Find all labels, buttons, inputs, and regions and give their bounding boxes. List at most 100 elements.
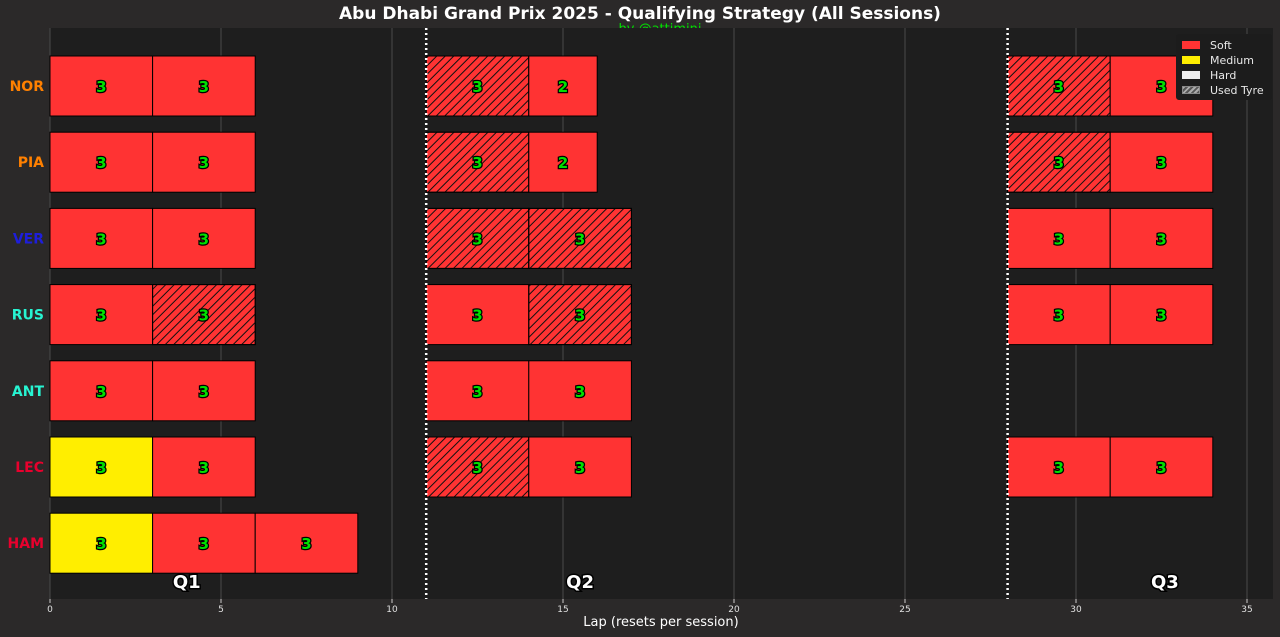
stint-label-rus-3: 3 [575,307,585,325]
session-label-q1: Q1 [173,572,201,593]
stint-label-ham-0: 3 [96,535,106,553]
stint-label-pia-3: 2 [558,154,568,172]
stint-label-ver-0: 3 [96,230,106,248]
stint-label-rus-1: 3 [199,307,209,325]
legend-item-medium: Medium [1182,53,1254,67]
stint-label-pia-4: 3 [1054,154,1064,172]
stint-bar-nor-0 [49,55,154,117]
stint-label-nor-3: 2 [558,78,568,96]
stint-label-lec-4: 3 [1054,459,1064,477]
legend-label-hard: Hard [1210,68,1237,82]
stint-used-hatch-ver-2 [425,207,530,269]
y-tick-label-ham: HAM [8,536,44,552]
stint-bar-pia-3 [528,131,598,193]
stint-bar-nor-3 [528,55,598,117]
stint-bar-ver-5 [1109,207,1214,269]
chart-title: Abu Dhabi Grand Prix 2025 - Qualifying S… [339,4,941,24]
stint-used-hatch-rus-1 [152,284,256,346]
stint-used-hatch-nor-4 [1007,55,1111,117]
stint-label-nor-0: 3 [96,78,106,96]
x-tick-label-10: 10 [386,605,398,615]
stint-label-nor-2: 3 [472,78,482,96]
legend-label-used-tyre: Used Tyre [1210,83,1264,97]
stint-label-ham-2: 3 [301,535,311,553]
stint-bar-rus-2 [425,284,530,346]
legend: Soft Medium Hard Used Tyre [1176,34,1272,100]
stint-label-ver-5: 3 [1156,230,1166,248]
stint-label-ant-1: 3 [199,383,209,401]
stint-bar-lec-0 [49,436,154,498]
x-tick-label-30: 30 [1070,605,1082,615]
y-tick-label-pia: PIA [18,155,44,171]
stint-bar-rus-4 [1007,284,1111,346]
stint-bar-lec-4 [1007,436,1111,498]
stint-bar-ant-1 [152,360,256,422]
stint-used-hatch-pia-2 [425,131,530,193]
stint-label-pia-5: 3 [1156,154,1166,172]
session-label-q2: Q2 [566,572,594,593]
stint-label-ver-3: 3 [575,230,585,248]
stint-bar-lec-5 [1109,436,1214,498]
stint-label-ver-4: 3 [1054,230,1064,248]
stint-bar-ham-2 [254,512,359,574]
stint-label-lec-3: 3 [575,459,585,477]
legend-swatch-medium [1182,56,1200,64]
stint-bar-rus-0 [49,284,154,346]
x-tick-label-35: 35 [1241,605,1252,615]
stint-bar-pia-1 [152,131,256,193]
y-tick-label-lec: LEC [15,460,44,476]
legend-label-medium: Medium [1210,53,1254,67]
stint-bar-pia-5 [1109,131,1214,193]
stint-used-hatch-pia-4 [1007,131,1111,193]
stint-label-rus-2: 3 [472,307,482,325]
stint-label-rus-0: 3 [96,307,106,325]
stint-label-rus-5: 3 [1156,307,1166,325]
stint-bar-rus-5 [1109,284,1214,346]
stint-bar-ant-2 [425,360,530,422]
x-axis-label: Lap (resets per session) [583,615,739,630]
stint-label-nor-5: 3 [1156,78,1166,96]
stint-label-ham-1: 3 [199,535,209,553]
legend-swatch-used-tyre [1182,86,1200,94]
stint-bar-ham-0 [49,512,154,574]
stint-label-lec-0: 3 [96,459,106,477]
stint-used-hatch-ver-3 [528,207,632,269]
stint-bar-ver-1 [152,207,256,269]
x-tick-label-15: 15 [557,605,568,615]
stint-label-nor-4: 3 [1054,78,1064,96]
legend-item-soft: Soft [1182,38,1232,52]
stint-label-nor-1: 3 [199,78,209,96]
x-tick-label-0: 0 [47,605,53,615]
y-tick-label-nor: NOR [10,79,45,95]
y-tick-label-ant: ANT [12,384,45,400]
legend-label-soft: Soft [1210,38,1232,52]
stint-bar-ant-3 [528,360,632,422]
stint-label-lec-1: 3 [199,459,209,477]
stint-label-ant-3: 3 [575,383,585,401]
legend-swatch-hard [1182,71,1200,79]
stint-label-lec-2: 3 [472,459,482,477]
x-tick-label-5: 5 [218,605,224,615]
stint-label-rus-4: 3 [1054,307,1064,325]
stint-label-ver-1: 3 [199,230,209,248]
legend-item-hard: Hard [1182,68,1236,82]
stint-bar-nor-1 [152,55,256,117]
stint-label-lec-5: 3 [1156,459,1166,477]
stint-label-pia-2: 3 [472,154,482,172]
y-tick-label-rus: RUS [12,308,44,324]
stint-label-pia-0: 3 [96,154,106,172]
x-tick-label-25: 25 [899,605,910,615]
stint-used-hatch-rus-3 [528,284,632,346]
legend-item-used-tyre: Used Tyre [1182,83,1264,97]
stint-label-ver-2: 3 [472,230,482,248]
stint-bar-pia-0 [49,131,154,193]
y-tick-label-ver: VER [13,231,44,247]
stint-bar-ham-1 [152,512,256,574]
stint-label-ant-2: 3 [472,383,482,401]
session-label-q3: Q3 [1151,572,1179,593]
stint-label-ant-0: 3 [96,383,106,401]
stint-bar-lec-1 [152,436,256,498]
stint-used-hatch-lec-2 [425,436,530,498]
stint-bar-lec-3 [528,436,632,498]
